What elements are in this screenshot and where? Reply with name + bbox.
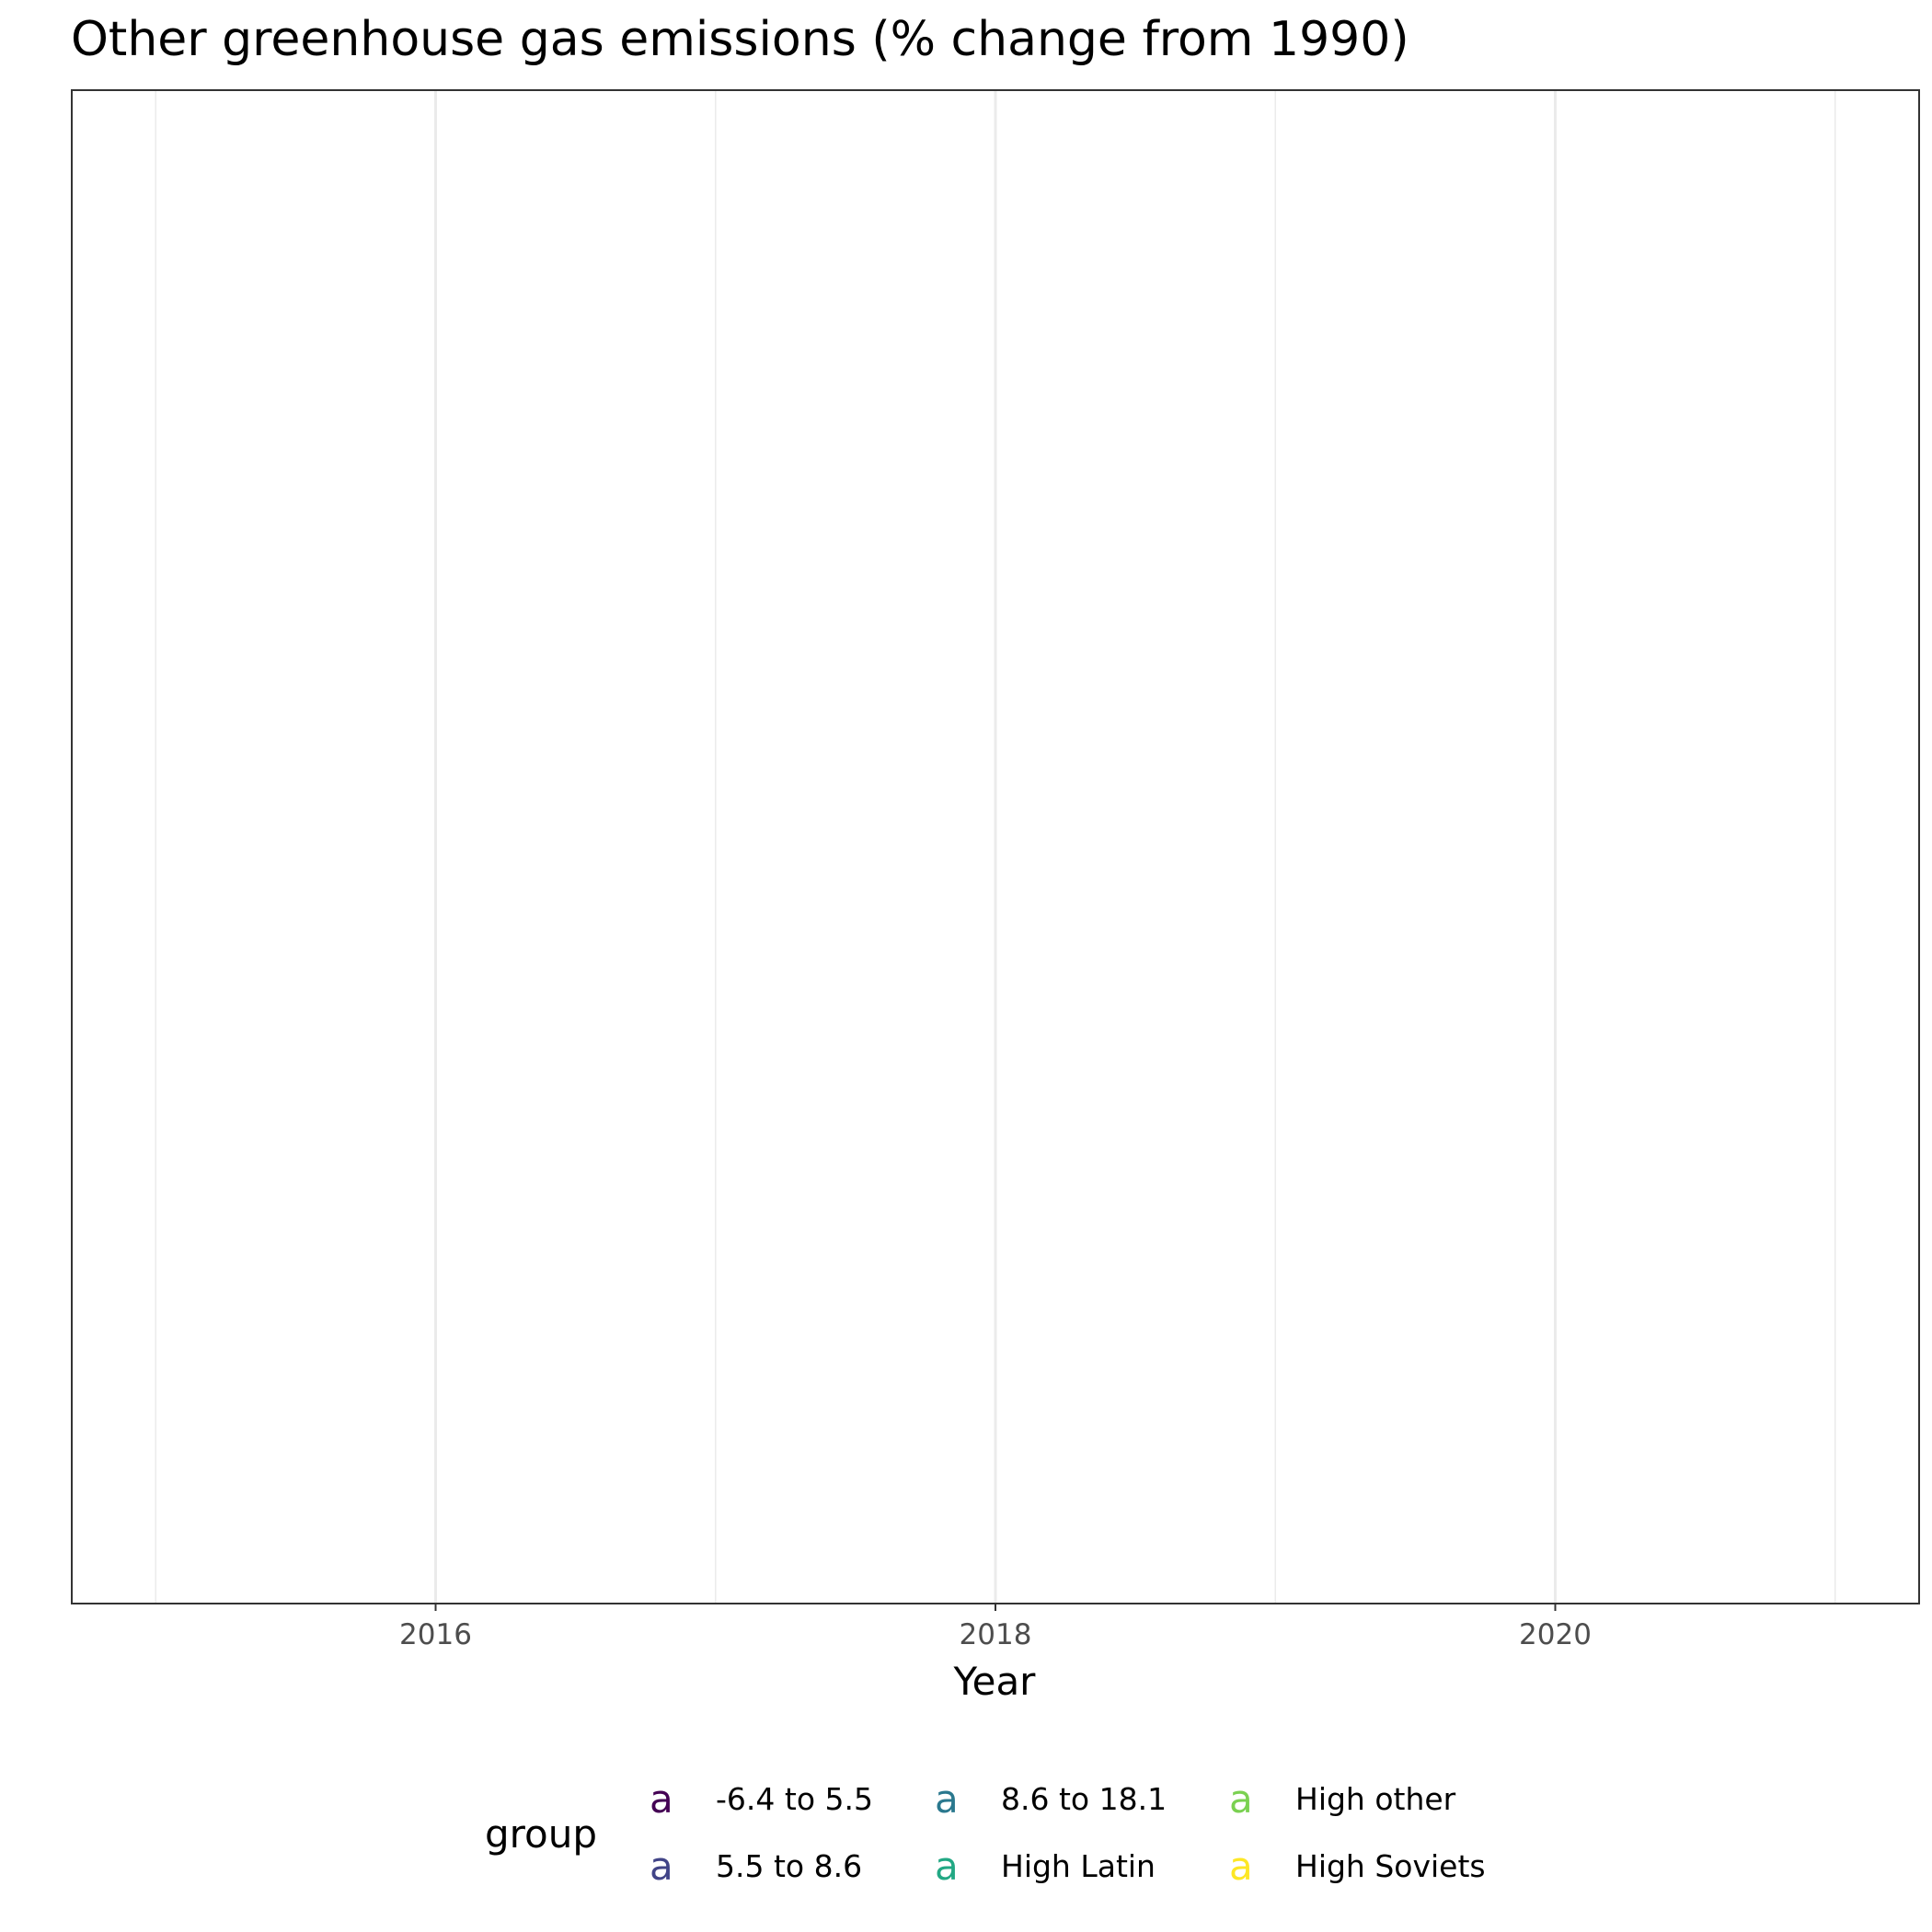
legend-label: High Latin [1001,1848,1156,1884]
legend-label: -6.4 to 5.5 [716,1781,873,1817]
x-tick-label-0: 2016 [399,1618,472,1651]
legend-title: group [485,1811,597,1857]
legend-item-1: a 5.5 to 8.6 [650,1844,862,1889]
legend-item-4: a High other [1229,1777,1456,1822]
legend-label: High other [1295,1781,1456,1817]
major-gridlines [434,90,1557,1604]
x-axis-ticks: 2016 2018 2020 [399,1604,1592,1651]
legend-item-0: a -6.4 to 5.5 [650,1777,873,1822]
legend-label: 8.6 to 18.1 [1001,1781,1167,1817]
x-tick-label-1: 2018 [960,1618,1032,1651]
minor-gridlines [155,90,1836,1604]
legend-item-3: a High Latin [935,1844,1156,1889]
legend: group a -6.4 to 5.5 a 5.5 to 8.6 a 8.6 to 18.1… [485,1777,1486,1889]
legend-key-glyph: a [935,1844,959,1889]
legend-key-glyph: a [650,1777,673,1822]
x-tick-label-2: 2020 [1519,1618,1592,1651]
x-axis-title: Year [953,1659,1037,1704]
legend-key-glyph: a [650,1844,673,1889]
legend-key-glyph: a [935,1777,959,1822]
chart-title: Other greenhouse gas emissions (% change… [71,12,1409,67]
legend-item-2: a 8.6 to 18.1 [935,1777,1167,1822]
legend-label: 5.5 to 8.6 [716,1848,862,1884]
legend-label: High Soviets [1295,1848,1486,1884]
legend-key-glyph: a [1229,1844,1253,1889]
legend-item-5: a High Soviets [1229,1844,1486,1889]
legend-key-glyph: a [1229,1777,1253,1822]
